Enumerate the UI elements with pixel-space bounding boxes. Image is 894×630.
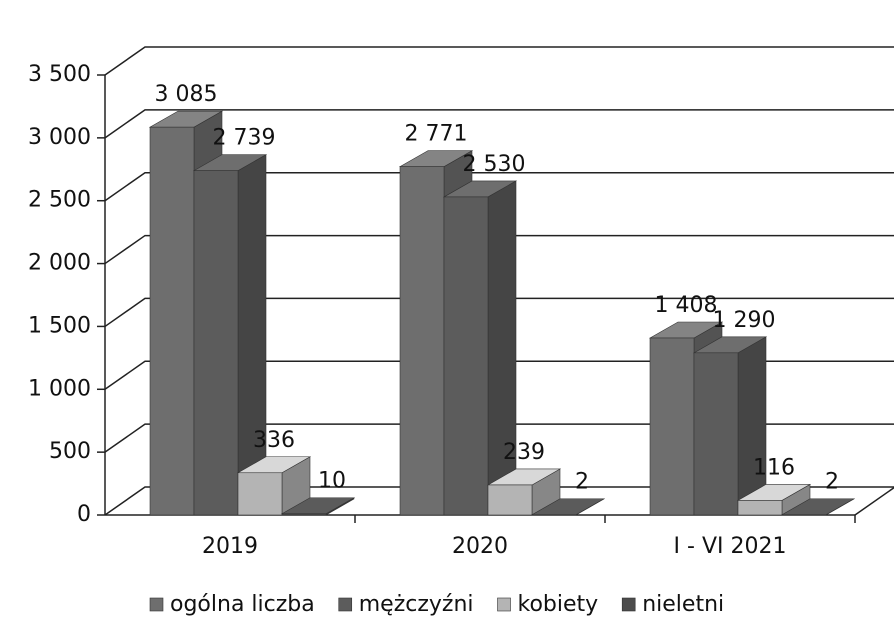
y-tick-label: 1 500 <box>28 313 91 338</box>
bar <box>736 483 812 516</box>
bar <box>486 468 562 516</box>
y-tick-label: 3 500 <box>28 62 91 87</box>
data-label: 1 408 <box>655 293 718 318</box>
grid-line <box>104 171 894 202</box>
bar-front <box>149 126 195 516</box>
bar <box>442 180 518 516</box>
bar <box>692 336 768 516</box>
grid-line <box>104 46 894 76</box>
grid-line <box>104 234 894 265</box>
legend-label: mężczyźni <box>359 592 474 617</box>
y-tick-label: 1 000 <box>28 376 91 401</box>
bar-front <box>737 500 783 516</box>
data-label: 2 <box>575 470 589 495</box>
bar-front <box>487 484 533 516</box>
bar-front <box>281 513 327 516</box>
grid-line <box>104 486 894 516</box>
data-label: 116 <box>753 455 795 480</box>
legend-swatch <box>149 597 164 612</box>
y-tick-label: 2 500 <box>28 188 91 213</box>
x-tick-label: 2020 <box>452 534 508 559</box>
data-label: 2 771 <box>405 122 468 147</box>
x-tick-label: I - VI 2021 <box>674 534 787 559</box>
grid-line <box>104 297 894 328</box>
bar <box>236 456 312 516</box>
bar-front <box>649 337 695 516</box>
floor-edge <box>854 486 894 516</box>
bar <box>780 498 856 516</box>
y-tick-label: 2 000 <box>28 251 91 276</box>
y-tick-label: 0 <box>77 502 91 527</box>
data-label: 1 290 <box>713 308 776 333</box>
bar <box>530 498 606 516</box>
data-label: 239 <box>503 440 545 465</box>
data-label: 10 <box>318 469 346 494</box>
data-label: 2 530 <box>463 152 526 177</box>
bar-front <box>237 472 283 516</box>
data-label: 3 085 <box>155 82 218 107</box>
grid-line <box>104 360 894 390</box>
bar <box>192 154 268 516</box>
y-tick-label: 500 <box>49 439 91 464</box>
bar-front <box>443 196 489 516</box>
legend-label: ogólna liczba <box>170 592 315 617</box>
bar-front <box>693 352 739 516</box>
legend-label: kobiety <box>518 592 599 617</box>
legend-swatch <box>338 597 353 612</box>
bar-front <box>193 170 239 516</box>
data-label: 2 <box>825 470 839 495</box>
bar-front <box>399 166 445 516</box>
grid-line <box>104 423 894 453</box>
legend-swatch <box>497 597 511 612</box>
grid-line <box>104 109 894 139</box>
x-tick-label: 2019 <box>202 534 258 559</box>
data-label: 2 739 <box>213 126 276 151</box>
legend-swatch <box>621 597 636 612</box>
bar <box>280 497 356 516</box>
data-label: 336 <box>253 428 295 453</box>
y-tick-label: 3 000 <box>28 125 91 150</box>
legend-label: nieletni <box>642 592 724 617</box>
